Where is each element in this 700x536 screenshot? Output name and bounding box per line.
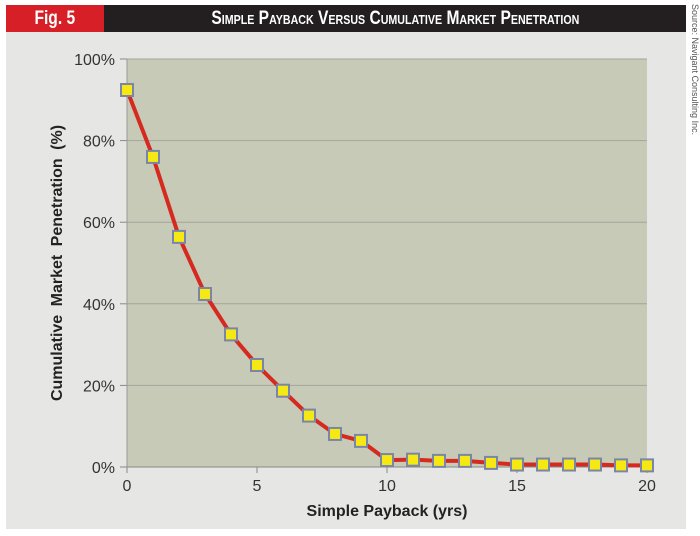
y-tick-label: 100% (74, 52, 115, 69)
data-point (328, 426, 342, 441)
data-point (276, 383, 290, 398)
data-point (224, 327, 238, 342)
y-axis-label: Cumulative Market Penetration (%) (49, 125, 66, 401)
x-tick-label: 20 (638, 478, 656, 495)
data-point (302, 408, 316, 423)
y-tick-label: 0% (92, 460, 115, 477)
chart-title-text: Simple Payback Versus Cumulative Market … (211, 8, 579, 29)
data-point (250, 358, 264, 372)
data-point (172, 229, 186, 244)
data-point (614, 458, 628, 473)
data-point (588, 457, 602, 472)
y-tick-label: 20% (83, 378, 115, 395)
chart-title: Simple Payback Versus Cumulative Market … (104, 5, 686, 32)
data-point (562, 457, 576, 472)
data-point (120, 83, 134, 98)
figure-label-text: Fig. 5 (34, 8, 76, 29)
data-point (484, 455, 498, 470)
data-point (458, 453, 472, 468)
title-bar (6, 5, 686, 32)
y-tick-label: 60% (83, 215, 115, 232)
data-point (432, 453, 446, 468)
data-point (354, 433, 368, 448)
y-tick-label: 80% (83, 134, 115, 151)
x-tick-label: 0 (123, 478, 132, 495)
source-note: Source: Navigant Consulting Inc. (690, 4, 700, 136)
figure-label: Fig. 5 (6, 5, 104, 32)
x-tick-label: 10 (378, 478, 396, 495)
data-point (536, 457, 550, 472)
y-tick-label: 40% (83, 297, 115, 314)
x-axis-label: Simple Payback (yrs) (307, 503, 468, 520)
data-point (380, 453, 394, 468)
data-point (406, 452, 420, 467)
data-point (510, 457, 524, 472)
plot-area (127, 59, 647, 467)
x-tick-label: 5 (253, 478, 262, 495)
data-point (640, 458, 654, 473)
x-tick-label: 15 (508, 478, 526, 495)
data-point (146, 149, 160, 164)
data-point (198, 287, 212, 302)
